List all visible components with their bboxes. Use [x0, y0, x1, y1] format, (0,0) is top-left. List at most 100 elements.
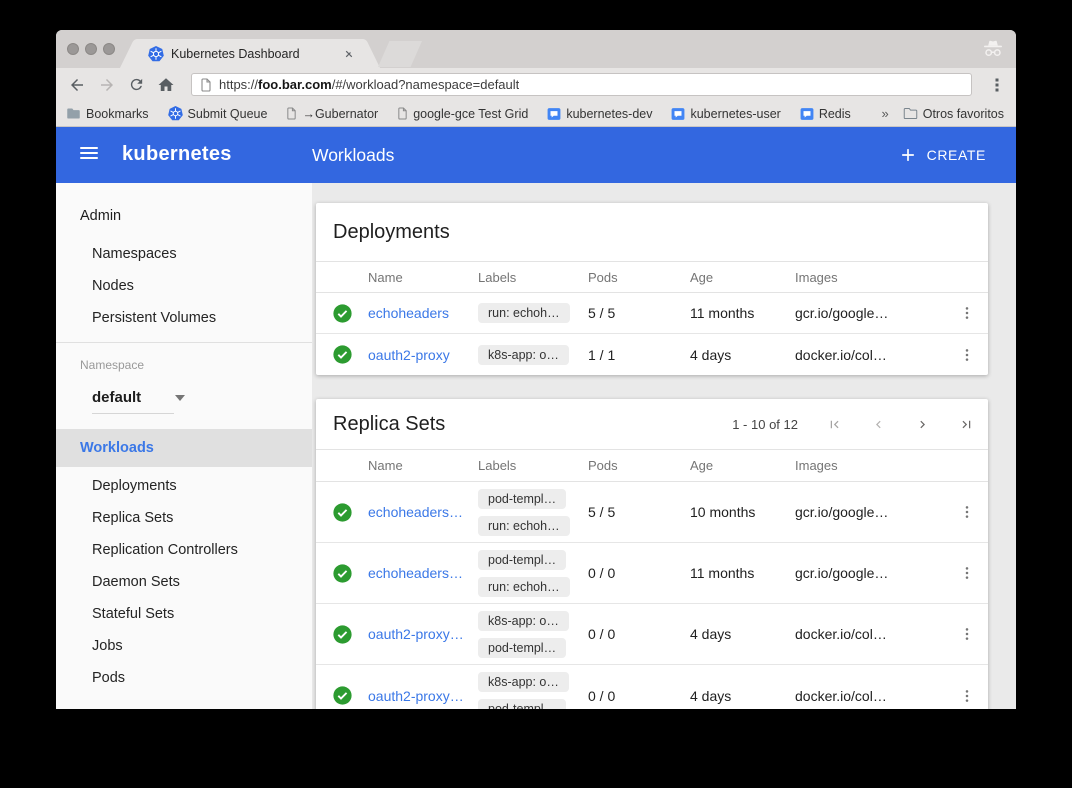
sidebar-item-deployments[interactable]: Deployments	[92, 478, 177, 494]
label-chip: pod-templ…	[478, 699, 567, 709]
row-menu-button[interactable]	[946, 503, 988, 521]
resource-link[interactable]: oauth2-proxy…	[368, 687, 464, 704]
images-cell: gcr.io/google…	[795, 305, 889, 321]
create-button[interactable]: CREATE	[898, 141, 986, 169]
previous-page-icon[interactable]	[871, 417, 886, 432]
table-row: echoheaders… pod-templ… run: echoh… 0 / …	[316, 543, 988, 604]
status-ok-icon	[332, 303, 352, 323]
bookmark-item[interactable]: Submit Queue	[167, 106, 267, 121]
new-tab-button[interactable]	[378, 41, 422, 67]
bookmark-item[interactable]: google-gce Test Grid	[397, 107, 528, 121]
table-row: oauth2-proxy… k8s-app: o… pod-templ… 0 /…	[316, 604, 988, 665]
table-header: Name Labels Pods Age Images	[316, 449, 988, 482]
column-header-labels: Labels	[478, 458, 517, 473]
home-icon[interactable]	[157, 76, 175, 94]
reload-icon[interactable]	[128, 76, 145, 93]
row-menu-button[interactable]	[946, 625, 988, 643]
column-header-age: Age	[690, 458, 714, 473]
column-header-pods: Pods	[588, 458, 618, 473]
label-chip: pod-templ…	[478, 549, 567, 570]
pods-cell: 0 / 0	[588, 687, 616, 704]
page-title: Workloads	[312, 145, 395, 165]
pods-cell: 1 / 1	[588, 346, 616, 363]
bookmark-item[interactable]: kubernetes-dev	[547, 107, 652, 121]
label-chip: run: echoh…	[478, 576, 570, 597]
sidebar-item-namespaces[interactable]: Namespaces	[92, 246, 177, 262]
age-cell: 10 months	[690, 504, 756, 520]
window-zoom-button[interactable]	[103, 43, 115, 55]
folder-icon	[66, 107, 81, 120]
page-icon	[397, 107, 408, 120]
status-ok-icon	[332, 502, 352, 522]
window-close-button[interactable]	[67, 43, 79, 55]
pagination-range: 1 - 10 of 12	[732, 416, 798, 432]
first-page-icon[interactable]	[827, 417, 842, 432]
tab-close-icon[interactable]	[342, 47, 356, 61]
bookmark-item[interactable]: →Gubernator	[286, 107, 378, 121]
chat-icon	[547, 107, 561, 121]
card-title: Replica Sets	[333, 412, 446, 435]
bookmarks-overflow-chevron[interactable]: »	[881, 106, 889, 121]
bookmarks-bar: Bookmarks Submit Queue →Gubernator googl…	[56, 101, 1016, 127]
menu-hamburger-icon[interactable]	[80, 147, 98, 159]
pods-cell: 0 / 0	[588, 626, 616, 642]
resource-link[interactable]: echoheaders…	[368, 504, 463, 520]
app-logo: kubernetes	[122, 143, 232, 165]
images-cell: gcr.io/google…	[795, 504, 889, 520]
age-cell: 4 days	[690, 346, 732, 363]
row-menu-button[interactable]	[946, 304, 988, 322]
sidebar-item-nodes[interactable]: Nodes	[92, 278, 134, 294]
plus-icon	[898, 145, 918, 165]
age-cell: 4 days	[690, 687, 732, 704]
row-menu-button[interactable]	[946, 564, 988, 582]
browser-tab[interactable]: Kubernetes Dashboard	[138, 39, 362, 68]
resource-link[interactable]: oauth2-proxy	[368, 346, 450, 363]
column-header-age: Age	[690, 269, 714, 285]
chat-icon	[671, 107, 685, 121]
table-header: Name Labels Pods Age Images	[316, 261, 988, 293]
column-header-pods: Pods	[588, 269, 618, 285]
column-header-labels: Labels	[478, 269, 517, 285]
label-chip: k8s-app: o…	[478, 672, 569, 692]
age-cell: 11 months	[690, 305, 755, 321]
table-row: echoheaders run: echoh… 5 / 5 11 months …	[316, 293, 988, 334]
last-page-icon[interactable]	[959, 417, 974, 432]
sidebar-item-replication-controllers[interactable]: Replication Controllers	[92, 542, 238, 558]
row-menu-button[interactable]	[946, 346, 988, 364]
other-bookmarks-folder[interactable]: Otros favoritos	[903, 107, 1004, 121]
sidebar-item-jobs[interactable]: Jobs	[92, 638, 123, 654]
sidebar-item-pods[interactable]: Pods	[92, 670, 126, 686]
page-icon	[286, 107, 297, 120]
status-ok-icon	[332, 624, 352, 644]
label-chip: run: echoh…	[478, 515, 570, 536]
resource-link[interactable]: echoheaders…	[368, 565, 463, 581]
deployments-card: Deployments Name Labels Pods Age Images …	[316, 203, 988, 375]
replica-sets-card: Replica Sets 1 - 10 of 12 Name Labels	[316, 399, 988, 709]
sidebar-item-workloads[interactable]: Workloads	[56, 429, 312, 467]
back-icon[interactable]	[68, 76, 86, 94]
age-cell: 11 months	[690, 565, 755, 581]
main-content: Deployments Name Labels Pods Age Images …	[312, 183, 1016, 709]
resource-link[interactable]: echoheaders	[368, 305, 449, 321]
sidebar-item-admin[interactable]: Admin	[80, 208, 122, 224]
browser-menu-icon[interactable]	[990, 77, 1004, 93]
resource-link[interactable]: oauth2-proxy…	[368, 626, 464, 642]
bookmark-item[interactable]: kubernetes-user	[671, 107, 781, 121]
images-cell: docker.io/col…	[795, 346, 887, 363]
sidebar-item-persistent-volumes[interactable]: Persistent Volumes	[92, 310, 217, 326]
column-header-name: Name	[368, 458, 403, 473]
table-row: echoheaders… pod-templ… run: echoh… 5 / …	[316, 482, 988, 543]
forward-icon[interactable]	[98, 76, 116, 94]
window-minimize-button[interactable]	[85, 43, 97, 55]
sidebar-item-daemon-sets[interactable]: Daemon Sets	[92, 574, 180, 590]
namespace-select[interactable]: default	[92, 382, 186, 414]
next-page-icon[interactable]	[915, 417, 930, 432]
sidebar-item-stateful-sets[interactable]: Stateful Sets	[92, 606, 175, 622]
status-ok-icon	[332, 563, 352, 583]
row-menu-button[interactable]	[946, 687, 988, 705]
bookmark-item[interactable]: Bookmarks	[66, 107, 149, 121]
url-bar[interactable]: https://foo.bar.com/#/workload?namespace…	[191, 73, 972, 96]
sidebar-item-replica-sets[interactable]: Replica Sets	[92, 510, 174, 526]
bookmark-item[interactable]: Redis	[800, 107, 851, 121]
